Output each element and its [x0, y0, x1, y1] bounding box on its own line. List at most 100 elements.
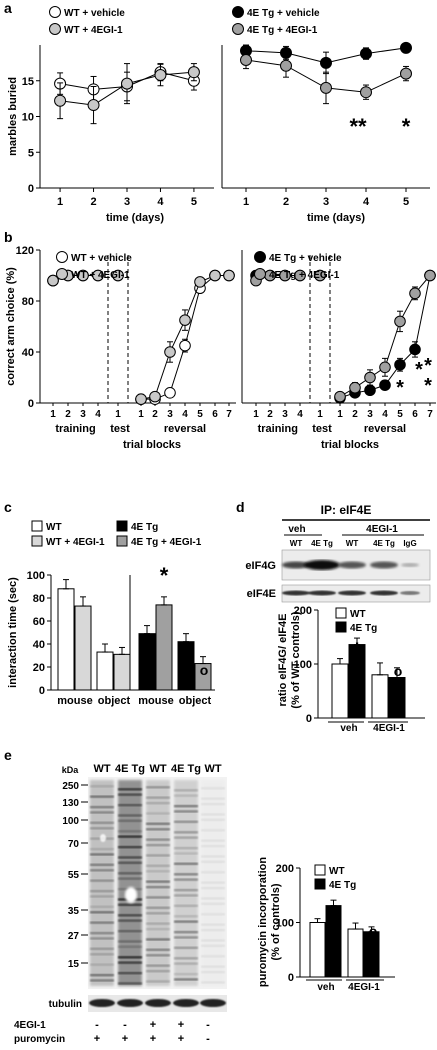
blot-band — [174, 894, 198, 897]
significance-marker: * — [402, 114, 411, 139]
blot-band — [118, 819, 142, 823]
blot-band — [117, 999, 143, 1007]
series-point — [360, 47, 372, 60]
blot-band — [90, 973, 114, 977]
x-tick-label: 4 — [382, 409, 388, 420]
series-point — [294, 269, 306, 282]
blot-band — [201, 860, 225, 864]
series-point — [364, 384, 376, 397]
blot-band — [201, 855, 225, 858]
blot-band — [174, 936, 198, 939]
treatment-sign: + — [150, 1019, 156, 1031]
x-tick-label: 4 — [363, 196, 370, 208]
series-point — [54, 94, 67, 107]
panel-d: IP: eIF4E veh 4EGI-1 WT 4E Tg WT 4E Tg IgG eIF4G… — [245, 503, 431, 734]
treatment-sign: - — [123, 1019, 127, 1031]
significance-marker: * — [396, 377, 404, 399]
panel-c: WT WT + 4EGI-1 4E Tg 4E Tg + 4EGI-1 0 20 40 60 8… — [7, 520, 215, 707]
blot-band — [146, 843, 170, 847]
blot-band — [118, 814, 142, 817]
series-point — [164, 387, 176, 399]
group-label: training — [55, 423, 95, 435]
blot-band — [90, 785, 114, 788]
x-tick-label: 1 — [115, 409, 121, 420]
series-point — [409, 343, 421, 356]
series-point — [279, 269, 291, 282]
series-point — [394, 358, 406, 371]
group-label: training — [258, 423, 298, 435]
x-tick-label: 3 — [124, 196, 130, 208]
blot-band — [90, 853, 114, 856]
bar — [347, 928, 364, 978]
kda-marker-label: 27 — [68, 931, 80, 942]
blot-band — [174, 820, 198, 824]
blot-band — [146, 948, 170, 952]
blot-band — [201, 913, 225, 916]
blot-band — [90, 863, 114, 867]
series-point — [379, 361, 391, 374]
series-point — [394, 315, 406, 328]
legend-item-label: 4E Tg + 4EGI-1 — [247, 25, 318, 36]
blot-band — [90, 953, 114, 956]
blot-band — [201, 886, 225, 890]
legend-item-symbol — [232, 23, 244, 35]
series-point — [179, 339, 191, 352]
y-tick-label: 0 — [28, 398, 34, 410]
legend-item-symbol — [31, 520, 43, 532]
panel-label-c: c — [4, 499, 12, 515]
treatment-sign: - — [95, 1019, 99, 1031]
blot-band — [146, 854, 170, 857]
treatment-label: 4EGI-1 — [14, 1020, 46, 1031]
x-tick-label: 5 — [197, 409, 203, 420]
series-line — [141, 275, 229, 400]
x-tick-label: 6 — [412, 409, 418, 420]
blot-lane-label: 4E Tg — [311, 539, 333, 548]
blot-band — [174, 915, 198, 918]
blot-band — [90, 979, 114, 982]
blot-band — [174, 831, 198, 834]
legend-item-symbol — [335, 621, 347, 633]
series-point — [314, 269, 326, 282]
significance-marker: o — [369, 923, 378, 939]
blot-band — [201, 839, 225, 842]
panel-label-a: a — [4, 0, 12, 16]
blot-band — [201, 928, 225, 932]
y-tick-label: 10 — [22, 112, 34, 124]
legend-item-symbol — [314, 878, 326, 890]
legend-item-label: WT + 4EGI-1 — [46, 537, 105, 548]
blot-lane-label: WT — [204, 763, 221, 775]
x-tick-label: 2 — [90, 196, 96, 208]
x-tick-label: 2 — [352, 409, 358, 420]
blot-band — [174, 794, 198, 797]
blot-band — [201, 897, 225, 900]
significance-marker: ** — [349, 114, 367, 139]
significance-marker: o — [200, 662, 209, 678]
blot-band — [174, 789, 198, 792]
significance-marker: * — [160, 563, 169, 588]
blot-band — [173, 999, 199, 1007]
blot-lane — [90, 780, 114, 986]
blot-band — [118, 856, 142, 859]
blot-band — [201, 844, 225, 848]
legend-item-symbol — [254, 251, 266, 263]
x-tick-label: 1 — [138, 409, 144, 420]
x-tick-label: 4 — [95, 409, 101, 420]
legend-item-label: WT + 4EGI-1 — [64, 25, 123, 36]
blot-band — [201, 944, 225, 948]
blot-band — [118, 956, 142, 959]
x-tick-label: 4 — [182, 409, 188, 420]
x-tick-label: 4 — [157, 196, 164, 208]
bar — [113, 653, 131, 691]
series-point — [112, 269, 124, 282]
blot-band — [201, 797, 225, 800]
blot-band — [401, 563, 419, 567]
y-tick-label: 100 — [294, 659, 312, 671]
blot-band — [174, 836, 198, 839]
series-point — [379, 379, 391, 391]
blot-band — [174, 810, 198, 813]
x-tick-label: 5 — [403, 196, 409, 208]
x-tick-label: mouse — [57, 695, 92, 707]
x-tick-label: 4 — [297, 409, 303, 420]
panel-label-b: b — [4, 229, 13, 245]
